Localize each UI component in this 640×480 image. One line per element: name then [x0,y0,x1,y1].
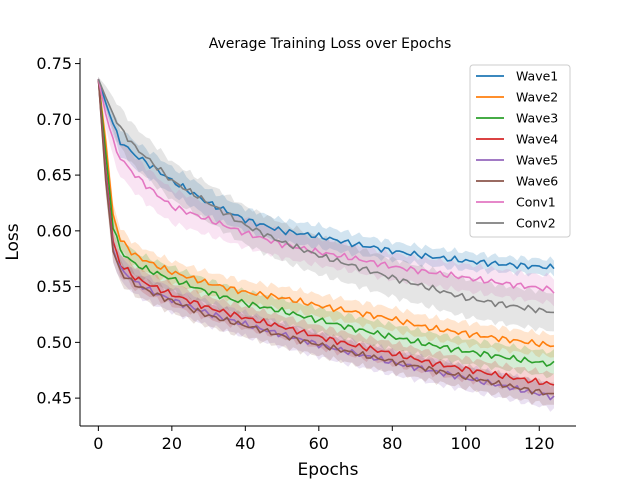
x-tick-label: 0 [93,434,103,453]
y-tick-label: 0.75 [36,54,72,73]
y-tick-label: 0.60 [36,221,72,240]
legend-box [469,64,571,238]
line-wave3 [97,79,555,367]
y-tick-label: 0.50 [36,333,72,352]
legend-label-conv2: Conv2 [516,216,556,231]
legend: Wave1 Wave2 Wave3 Wave4 Wave5 Wave6 Conv1 Conv2 [469,64,571,238]
y-tick-label: 0.45 [36,389,72,408]
legend-label-wave6: Wave6 [516,174,558,189]
y-axis-label: Loss [3,223,23,260]
legend-label-wave3: Wave3 [516,111,558,126]
legend-label-wave4: Wave4 [516,132,558,147]
band-wave2 [98,77,555,358]
x-tick-label: 80 [382,434,402,453]
line-conv2 [97,78,555,314]
x-tick-label: 60 [309,434,329,453]
line-conv1 [97,79,555,294]
band-wave6 [98,77,555,406]
line-wave6 [97,79,554,396]
x-tick-label: 40 [235,434,255,453]
band-wave5 [98,77,555,412]
band-wave3 [98,77,555,379]
legend-label-wave1: Wave1 [516,69,558,84]
legend-label-conv1: Conv1 [516,195,556,210]
band-wave1 [98,77,555,277]
line-wave4 [97,79,555,386]
y-tick-label: 0.65 [36,166,72,185]
x-tick-label: 120 [524,434,555,453]
series-lines [97,78,555,401]
y-ticks: 0.45 0.50 0.55 0.60 0.65 0.70 0.75 [36,54,80,408]
x-ticks: 0 20 40 60 80 100 120 [93,426,555,453]
x-tick-label: 100 [451,434,482,453]
chart-title: Average Training Loss over Epochs [209,36,452,52]
line-wave5 [97,79,555,401]
x-tick-label: 20 [162,434,182,453]
y-tick-label: 0.55 [36,277,72,296]
x-axis-label: Epochs [298,460,359,480]
line-wave1 [97,78,555,270]
y-tick-label: 0.70 [36,110,72,129]
legend-label-wave5: Wave5 [516,153,558,168]
legend-label-wave2: Wave2 [516,90,558,105]
line-wave2 [97,79,555,348]
